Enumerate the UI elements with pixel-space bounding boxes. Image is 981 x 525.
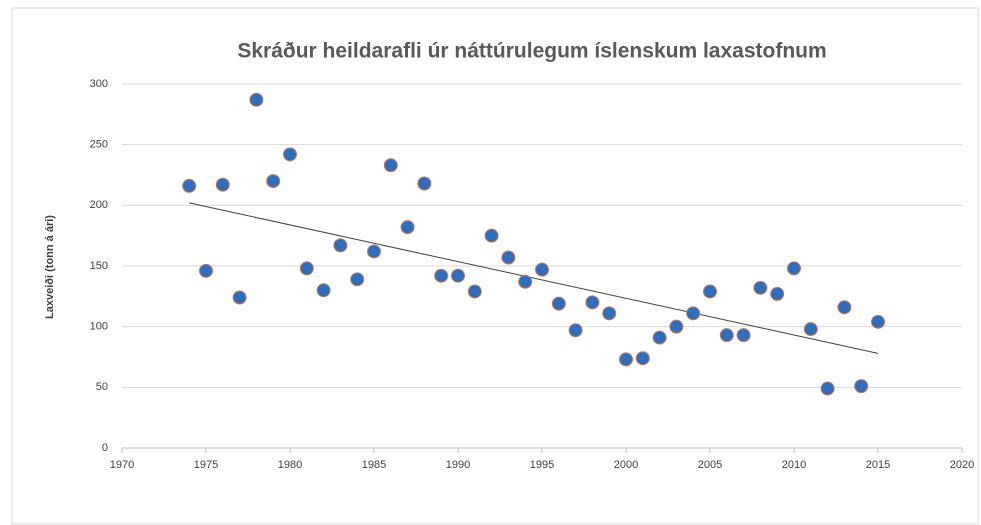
data-point	[518, 274, 533, 289]
data-point	[350, 272, 365, 287]
data-point	[652, 330, 667, 345]
data-point	[837, 300, 852, 315]
x-tick-label: 1995	[530, 459, 554, 471]
data-point	[703, 284, 717, 299]
data-point	[820, 381, 835, 396]
data-point	[585, 295, 600, 310]
data-point	[199, 263, 213, 278]
data-point	[299, 261, 314, 276]
data-point	[400, 220, 415, 235]
x-tick-label: 1970	[110, 459, 134, 471]
x-tick-label: 1985	[362, 459, 386, 471]
y-tick-label: 50	[96, 381, 108, 393]
data-point	[249, 92, 264, 107]
data-point	[619, 352, 633, 367]
trendline	[189, 202, 879, 354]
x-tick-label: 2000	[614, 459, 638, 471]
y-tick-label: 100	[90, 321, 108, 333]
data-point	[602, 306, 617, 321]
data-point	[803, 322, 818, 337]
data-point	[787, 261, 801, 276]
y-tick-label: 150	[90, 260, 108, 272]
data-point	[854, 379, 869, 394]
y-tick-label: 250	[90, 139, 108, 151]
x-tick-label: 1980	[278, 459, 302, 471]
data-point	[535, 262, 549, 277]
x-tick-label: 1990	[446, 459, 470, 471]
chart-title: Skráður heildarafli úr náttúrulegum ísle…	[237, 40, 826, 63]
data-point	[736, 328, 751, 343]
data-point	[266, 174, 281, 189]
data-point	[686, 306, 701, 321]
data-point	[383, 158, 398, 173]
data-point	[871, 314, 885, 329]
data-point	[635, 351, 650, 366]
data-point	[770, 286, 785, 301]
data-point	[316, 283, 331, 298]
data-point	[333, 238, 348, 253]
x-tick-label: 2005	[698, 459, 722, 471]
y-tick-label: 300	[90, 78, 108, 90]
data-point	[719, 328, 734, 343]
data-point	[669, 319, 684, 334]
y-axis-label: Laxveiði (tonn á ári)	[44, 215, 56, 319]
data-point	[568, 323, 583, 338]
data-point	[451, 268, 465, 283]
data-point	[501, 250, 516, 265]
data-point	[551, 296, 566, 311]
y-tick-label: 200	[90, 199, 108, 211]
x-tick-label: 1975	[194, 459, 218, 471]
data-point	[283, 147, 297, 162]
data-point	[215, 177, 230, 192]
x-tick-label: 2020	[950, 459, 974, 471]
data-point	[367, 244, 381, 259]
x-tick-label: 2015	[866, 459, 890, 471]
y-tick-label: 0	[102, 442, 108, 454]
data-point	[484, 228, 499, 243]
x-tick-label: 2010	[782, 459, 806, 471]
data-point	[753, 280, 768, 295]
data-point	[232, 290, 247, 305]
data-point	[182, 178, 197, 193]
data-point	[467, 284, 482, 299]
data-point	[434, 268, 449, 283]
data-point	[417, 176, 432, 191]
